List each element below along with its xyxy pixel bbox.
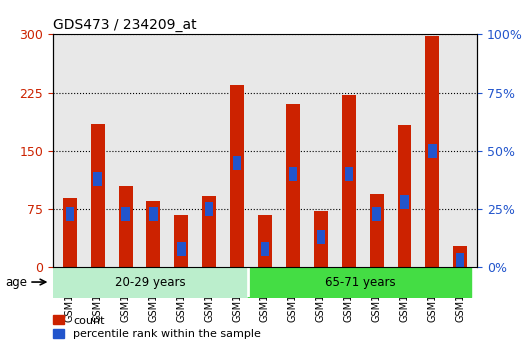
Text: age: age [5,276,28,288]
Bar [258,215,272,267]
Bar [202,196,216,267]
Bar [314,211,328,267]
Bar [289,167,297,181]
Legend: count, percentile rank within the sample: count, percentile rank within the sample [53,315,261,339]
Bar [316,230,325,244]
Bar [286,104,300,267]
Bar [230,85,244,267]
Text: 65-71 years: 65-71 years [324,276,395,288]
Bar [174,215,188,267]
Bar [426,36,439,267]
Bar [119,186,132,267]
Bar [373,207,381,221]
Bar [146,201,161,267]
Bar [66,207,74,221]
Bar [177,242,186,256]
Bar [400,195,409,209]
Bar [456,253,464,267]
Bar [428,144,437,158]
Bar [261,242,269,256]
Bar [342,95,356,267]
Bar [233,156,241,169]
Bar [398,125,411,267]
Bar [121,207,130,221]
Bar [149,207,157,221]
Text: GDS473 / 234209_at: GDS473 / 234209_at [53,18,197,32]
Text: 20-29 years: 20-29 years [116,276,186,288]
Bar [91,124,104,267]
Bar [93,172,102,186]
Bar [205,202,214,216]
Bar [369,194,384,267]
Bar [63,197,77,267]
Bar [453,246,467,267]
Bar [344,167,353,181]
